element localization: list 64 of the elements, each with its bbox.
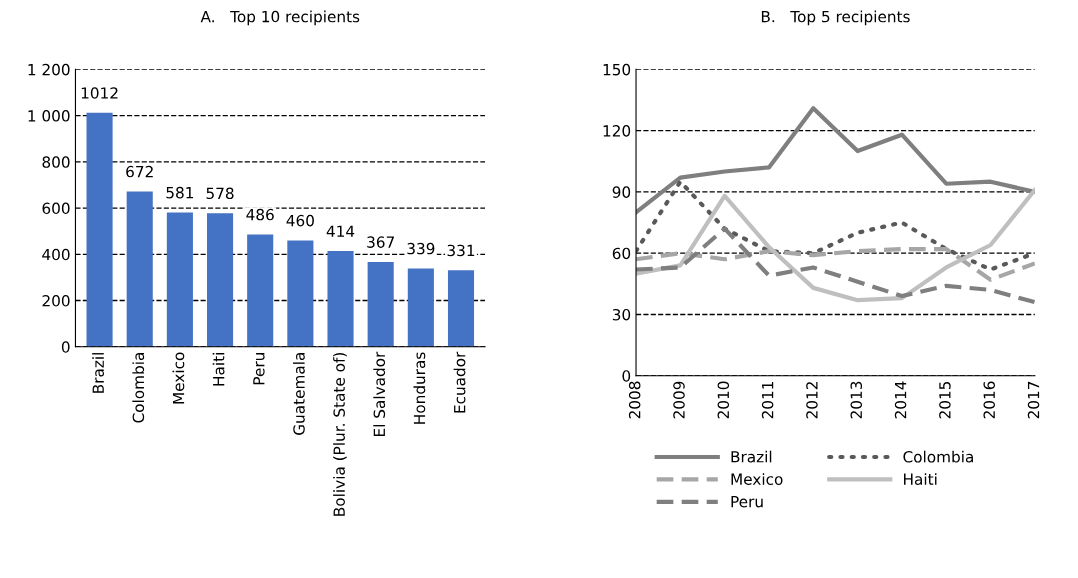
x-tick-label: 2010 bbox=[717, 381, 730, 419]
data-label: 578 bbox=[206, 187, 234, 200]
y-tick-label: 90 bbox=[612, 186, 631, 198]
legend-label: Mexico bbox=[731, 473, 783, 485]
x-tick-label: Honduras bbox=[413, 352, 426, 424]
y-tick-label: 120 bbox=[603, 125, 631, 137]
data-label: 339 bbox=[407, 242, 435, 255]
legend-label: Colombia bbox=[903, 450, 973, 463]
x-tick-label: 2009 bbox=[673, 381, 685, 419]
x-tick-label: Colombia bbox=[132, 353, 145, 423]
x-tick-label: 2015 bbox=[939, 381, 951, 419]
y-tick-label: 30 bbox=[612, 308, 631, 321]
bar bbox=[447, 270, 475, 347]
bar bbox=[206, 213, 234, 347]
data-label: 414 bbox=[326, 225, 355, 237]
x-tick-label: Peru bbox=[253, 353, 265, 385]
chart-title: B. Top 5 recipients bbox=[761, 10, 910, 26]
bar bbox=[327, 251, 354, 347]
bar bbox=[126, 191, 153, 347]
x-tick-label: Bolivia (Plur. State of) bbox=[333, 352, 347, 516]
x-tick-label: 2014 bbox=[894, 381, 907, 419]
x-tick-label: 2012 bbox=[806, 382, 818, 419]
x-tick-label: 2016 bbox=[983, 381, 995, 419]
y-tick-label: 1 200 bbox=[28, 63, 70, 76]
x-tick-label: 2008 bbox=[628, 381, 641, 419]
y-tick-label: 1 000 bbox=[28, 110, 70, 122]
data-label: 367 bbox=[367, 236, 394, 248]
legend-label: Haiti bbox=[904, 473, 937, 485]
legend-label: Peru bbox=[731, 496, 763, 508]
data-label: 486 bbox=[246, 208, 274, 221]
x-tick-label: 2013 bbox=[850, 381, 863, 419]
bar bbox=[407, 268, 434, 347]
bar bbox=[247, 234, 274, 347]
data-label: 460 bbox=[286, 214, 314, 227]
x-tick-label: El Salvador bbox=[373, 351, 386, 436]
x-tick-label: Brazil bbox=[92, 353, 104, 393]
y-tick-label: 800 bbox=[42, 156, 70, 168]
x-tick-label: 2011 bbox=[761, 381, 774, 419]
y-tick-label: 400 bbox=[42, 248, 70, 261]
x-tick-label: Guatemala bbox=[292, 353, 305, 435]
line-series bbox=[636, 246, 1035, 282]
line-series bbox=[636, 106, 1035, 215]
x-tick-label: Mexico bbox=[172, 352, 185, 404]
line-series bbox=[636, 226, 1035, 305]
bar bbox=[86, 112, 113, 347]
x-tick-label: 2017 bbox=[1027, 381, 1040, 419]
y-tick-label: 60 bbox=[612, 247, 631, 260]
x-tick-label: Haiti bbox=[212, 353, 225, 386]
y-tick-label: 200 bbox=[42, 295, 70, 307]
data-label: 331 bbox=[447, 244, 475, 257]
y-tick-label: 0 bbox=[622, 370, 631, 382]
x-tick-label: Ecuador bbox=[453, 351, 466, 413]
data-label: 1012 bbox=[81, 87, 118, 99]
legend-label: Brazil bbox=[731, 450, 772, 463]
line-series bbox=[636, 187, 1035, 303]
bar bbox=[166, 212, 193, 347]
y-tick-label: 150 bbox=[603, 63, 631, 76]
data-label: 672 bbox=[126, 165, 153, 178]
bar bbox=[287, 240, 314, 347]
chart-title: A. Top 10 recipients bbox=[200, 10, 360, 26]
data-label: 581 bbox=[166, 186, 194, 199]
y-tick-label: 600 bbox=[42, 202, 70, 215]
y-tick-label: 0 bbox=[61, 341, 70, 353]
bar bbox=[367, 261, 394, 347]
